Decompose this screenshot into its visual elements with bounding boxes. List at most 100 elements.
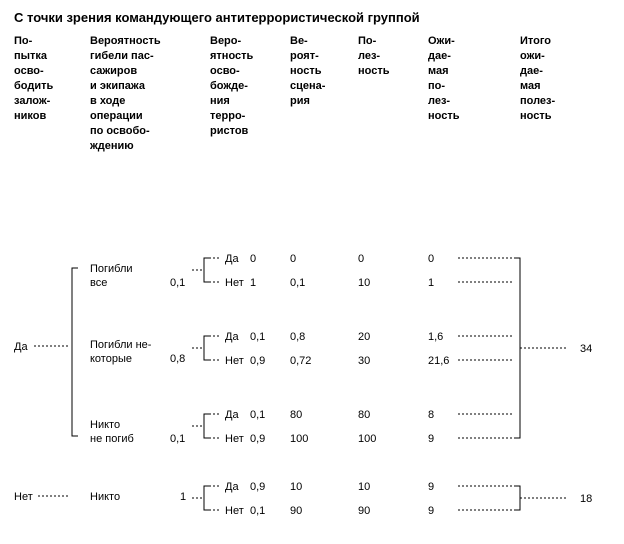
header-c2-3: и экипажа: [90, 80, 146, 92]
level1-yes: Да: [14, 341, 28, 353]
p6-r8: 9: [428, 505, 434, 517]
p5-r6: 100: [358, 433, 376, 445]
p6-r7: 9: [428, 481, 434, 493]
branch-r7-yes: Да: [225, 481, 239, 493]
header-c1-2: осво-: [14, 65, 44, 77]
header-c2-5: операции: [90, 110, 143, 122]
p6-r5: 8: [428, 409, 434, 421]
p4-r1: 0: [290, 253, 296, 265]
branch-r8-no: Нет: [225, 505, 244, 517]
header-c2-0: Вероятность: [90, 35, 161, 47]
p3-r5: 0,1: [250, 409, 265, 421]
header-c2-6: по освобо-: [90, 125, 150, 137]
header-c6-4: лез-: [428, 95, 450, 107]
p6-r2: 1: [428, 277, 434, 289]
mid-all-l2: все: [90, 277, 107, 289]
p4-r4: 0,72: [290, 355, 311, 367]
mid-some-l1: Погибли не-: [90, 339, 152, 351]
bracket-yes: [72, 268, 78, 436]
mid-some-l2: которые: [90, 353, 132, 365]
header-c6-5: ность: [428, 110, 460, 122]
header-c6-3: по-: [428, 80, 445, 92]
p4-r6: 100: [290, 433, 308, 445]
branch-r4-no: Нет: [225, 355, 244, 367]
header-c3-4: ния: [210, 95, 230, 107]
header-c1-4: залож-: [14, 95, 51, 107]
p4-r8: 90: [290, 505, 302, 517]
mid-none-l1: Никто: [90, 419, 120, 431]
header-c4-4: рия: [290, 95, 310, 107]
header-c4-3: сцена-: [290, 80, 326, 92]
header-c7-3: мая: [520, 80, 541, 92]
page-title: С точки зрения командующего антитеррорис…: [14, 10, 420, 25]
header-c7-5: ность: [520, 110, 552, 122]
total-top: 34: [580, 343, 592, 355]
header-c7-2: дае-: [520, 65, 543, 77]
mid-all-p: 0,1: [170, 277, 185, 289]
header-c4-1: роят-: [290, 50, 319, 62]
header-c1-5: ников: [14, 110, 46, 122]
p5-r4: 30: [358, 355, 370, 367]
level1-no: Нет: [14, 491, 33, 503]
header-c6-1: дае-: [428, 50, 451, 62]
branch-r1-yes: Да: [225, 253, 239, 265]
header-c2-7: ждению: [89, 140, 134, 152]
header-c3-0: Веро-: [210, 35, 242, 47]
p5-r8: 90: [358, 505, 370, 517]
header-c1-0: По-: [14, 35, 33, 47]
header-c5-1: лез-: [358, 50, 380, 62]
header-c5-2: ность: [358, 65, 390, 77]
brk-bottom: [204, 486, 209, 510]
header-c2-4: в ходе: [90, 95, 125, 107]
branch-r2-no: Нет: [225, 277, 244, 289]
p3-r8: 0,1: [250, 505, 265, 517]
p4-r7: 10: [290, 481, 302, 493]
header-c4-0: Ве-: [290, 35, 308, 47]
header-c6-0: Ожи-: [428, 35, 455, 47]
p3-r7: 0,9: [250, 481, 265, 493]
total-bottom: 18: [580, 493, 592, 505]
mid-none-l2: не погиб: [90, 433, 134, 445]
p5-r3: 20: [358, 331, 370, 343]
header-c1-1: пытка: [14, 50, 48, 62]
header-c3-5: терро-: [210, 110, 246, 122]
rbrk-top: [514, 258, 520, 438]
mid-all-l1: Погибли: [90, 263, 133, 275]
p3-r3: 0,1: [250, 331, 265, 343]
mid-bottom-l1: Никто: [90, 491, 120, 503]
branch-r5-yes: Да: [225, 409, 239, 421]
branch-r6-no: Нет: [225, 433, 244, 445]
p3-r1: 0: [250, 253, 256, 265]
p6-r6: 9: [428, 433, 434, 445]
mid-bottom-p: 1: [180, 491, 186, 503]
header-c3-1: ятность: [210, 50, 254, 62]
header-c2-1: гибели пас-: [90, 50, 154, 62]
p6-r3: 1,6: [428, 331, 443, 343]
header-c7-1: ожи-: [520, 50, 545, 62]
p4-r3: 0,8: [290, 331, 305, 343]
header-c6-2: мая: [428, 65, 449, 77]
header-c7-4: полез-: [520, 95, 556, 107]
mid-some-p: 0,8: [170, 353, 185, 365]
branch-r3-yes: Да: [225, 331, 239, 343]
brk-none: [204, 414, 209, 438]
header-c3-6: ристов: [210, 125, 249, 137]
header-c3-3: божде-: [210, 80, 248, 92]
brk-all: [204, 258, 209, 282]
header-c5-0: По-: [358, 35, 377, 47]
p3-r4: 0,9: [250, 355, 265, 367]
p3-r6: 0,9: [250, 433, 265, 445]
p5-r1: 0: [358, 253, 364, 265]
p5-r7: 10: [358, 481, 370, 493]
mid-none-p: 0,1: [170, 433, 185, 445]
p4-r2: 0,1: [290, 277, 305, 289]
p5-r2: 10: [358, 277, 370, 289]
p4-r5: 80: [290, 409, 302, 421]
p5-r5: 80: [358, 409, 370, 421]
p6-r4: 21,6: [428, 355, 449, 367]
header-c4-2: ность: [290, 65, 322, 77]
rbrk-bot: [514, 486, 520, 510]
header-c1-3: бодить: [14, 80, 54, 92]
p3-r2: 1: [250, 277, 256, 289]
brk-some: [204, 336, 209, 360]
